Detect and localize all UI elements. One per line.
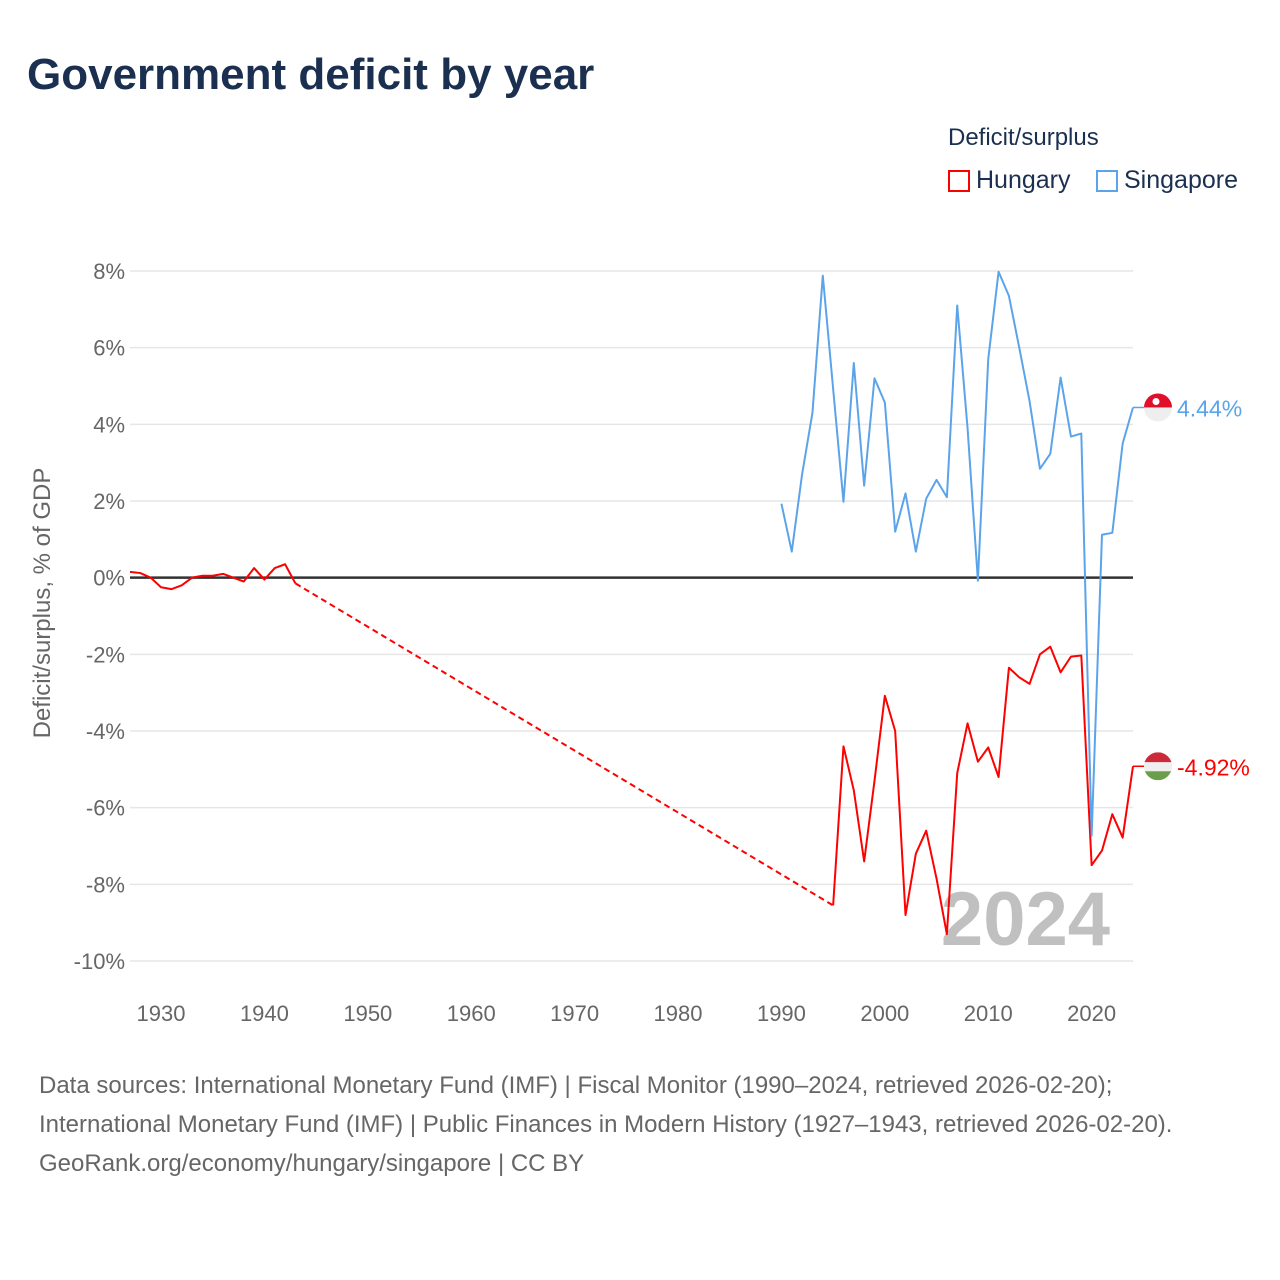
- flag-stripe: [1144, 762, 1172, 772]
- y-tick-label: 0%: [93, 566, 125, 591]
- y-tick-label: 8%: [93, 259, 125, 284]
- end-value-label: -4.92%: [1177, 754, 1250, 780]
- x-tick-label: 1950: [343, 1001, 392, 1026]
- data-sources: Data sources: International Monetary Fun…: [39, 1072, 1173, 1138]
- y-tick-label: -2%: [86, 642, 125, 667]
- y-tick-label: 4%: [93, 412, 125, 437]
- hungary-flag-icon: [1144, 752, 1172, 781]
- x-tick-label: 2000: [860, 1001, 909, 1026]
- series-line-singapore: [780, 270, 1134, 837]
- y-axis-label: Deficit/surplus, % of GDP: [29, 468, 56, 739]
- chart-title: Government deficit by year: [27, 50, 595, 99]
- y-tick-label: 6%: [93, 336, 125, 361]
- x-tick-label: 1980: [654, 1001, 703, 1026]
- flag-stripe: [1144, 771, 1172, 781]
- y-tick-label: -6%: [86, 796, 125, 821]
- legend-item-hungary[interactable]: Hungary: [948, 166, 1071, 195]
- year-watermark: 2024: [941, 877, 1110, 962]
- y-tick-label: 2%: [93, 489, 125, 514]
- flag-crescent: [1152, 397, 1160, 405]
- y-tick-label: -8%: [86, 872, 125, 897]
- flag-stripe: [1144, 407, 1172, 422]
- x-tick-label: 1970: [550, 1001, 599, 1026]
- x-tick-label: 2020: [1067, 1001, 1116, 1026]
- legend-item-singapore[interactable]: Singapore: [1096, 166, 1238, 195]
- series-line-hungary: [832, 645, 1134, 936]
- legend-swatch-singapore: [1096, 169, 1118, 192]
- line-chart: 8% 6% 4% 2% 0% -2% -4% -6% -8% -10% 1930 1940 1950 19…: [29, 259, 1250, 1026]
- flag-stripe: [1144, 752, 1172, 763]
- legend-title: Deficit/surplus: [948, 124, 1099, 151]
- credit-link[interactable]: GeoRank.org/economy/hungary/singapore | …: [39, 1150, 585, 1177]
- series-line-hungary: [129, 563, 297, 591]
- y-tick-label: -10%: [74, 949, 125, 974]
- x-tick-label: 1960: [447, 1001, 496, 1026]
- x-tick-label: 1990: [757, 1001, 806, 1026]
- y-tick-label: -4%: [86, 719, 125, 744]
- legend-swatch-hungary: [948, 169, 970, 192]
- legend-label: Hungary: [976, 166, 1071, 194]
- x-tick-label: 1940: [240, 1001, 289, 1026]
- singapore-flag-icon: [1144, 393, 1172, 422]
- x-tick-label: 2010: [964, 1001, 1013, 1026]
- legend-label: Singapore: [1124, 166, 1238, 194]
- footer: Data sources: International Monetary Fun…: [39, 1066, 1249, 1183]
- series-gap-hungary: [294, 582, 834, 907]
- x-tick-label: 1930: [137, 1001, 186, 1026]
- end-value-label: 4.44%: [1177, 395, 1242, 421]
